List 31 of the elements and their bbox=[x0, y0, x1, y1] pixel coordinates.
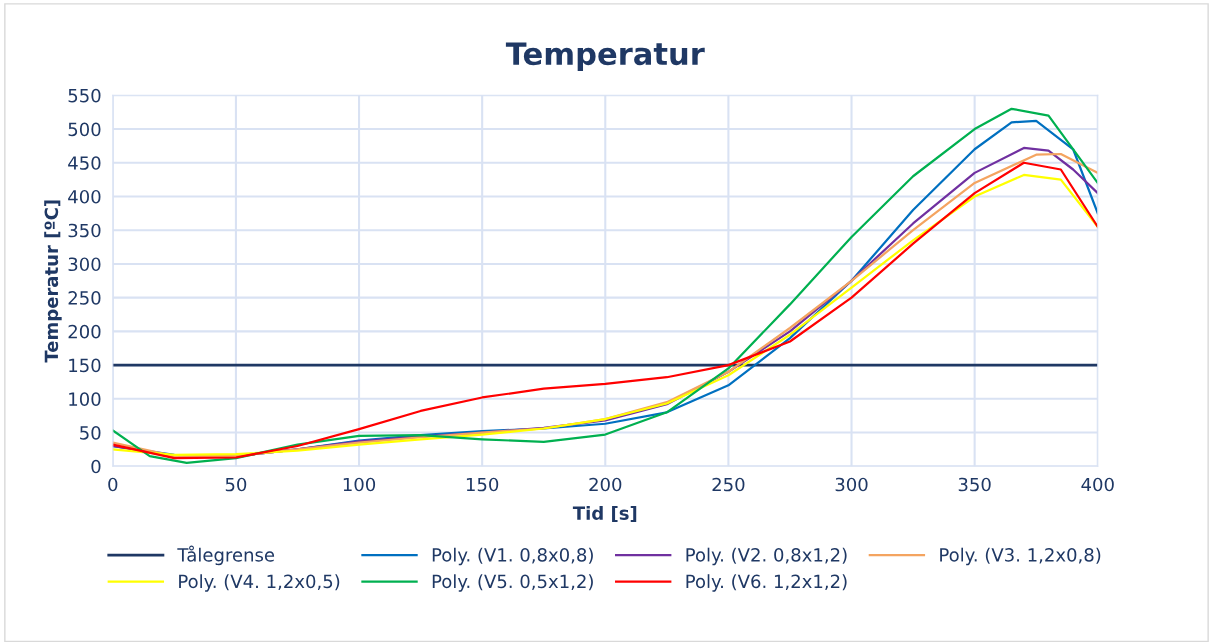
x-tick-label: 100 bbox=[343, 477, 376, 492]
legend-label: Poly. (V3. 1,2x0,8) bbox=[940, 547, 1101, 566]
legend-label: Poly. (V6. 1,2x1,2) bbox=[686, 574, 847, 592]
x-tick-label: 150 bbox=[466, 477, 499, 492]
x-tick-label: 0 bbox=[108, 477, 118, 492]
x-tick-label: 300 bbox=[835, 477, 868, 492]
y-tick-label: 200 bbox=[68, 324, 101, 339]
x-tick-label: 50 bbox=[225, 477, 247, 492]
y-tick-label: 150 bbox=[69, 358, 101, 373]
y-tick-label: 100 bbox=[69, 392, 101, 406]
x-tick-label: 400 bbox=[1081, 477, 1114, 492]
y-tick-label: 550 bbox=[68, 88, 101, 103]
y-tick-label: 300 bbox=[68, 257, 101, 272]
legend-label: Poly. (V5. 0,5x1,2) bbox=[432, 574, 593, 592]
y-tick-label: 400 bbox=[68, 189, 101, 204]
y-tick-label: 350 bbox=[68, 223, 101, 238]
legend-label: Poly. (V4. 1,2x0,5) bbox=[179, 574, 340, 592]
legend-label: Poly. (V1. 0,8x0,8) bbox=[432, 547, 593, 566]
y-tick-label: 500 bbox=[68, 122, 101, 137]
y-tick-label: 0 bbox=[91, 459, 101, 474]
y-tick-label: 50 bbox=[80, 425, 101, 440]
y-tick-label: 450 bbox=[68, 156, 101, 170]
chart-title: Temperatur bbox=[505, 42, 705, 72]
y-axis-title: Temperatur [ºC] bbox=[44, 200, 62, 363]
y-tick-label: 250 bbox=[68, 291, 101, 305]
x-tick-label: 250 bbox=[712, 477, 745, 492]
x-axis-title: Tid [s] bbox=[572, 505, 637, 523]
legend-label: Tålegrense bbox=[177, 545, 275, 566]
legend-label: Poly. (V2. 0,8x1,2) bbox=[686, 547, 847, 566]
x-tick-label: 200 bbox=[589, 477, 622, 492]
x-tick-label: 350 bbox=[958, 477, 991, 492]
